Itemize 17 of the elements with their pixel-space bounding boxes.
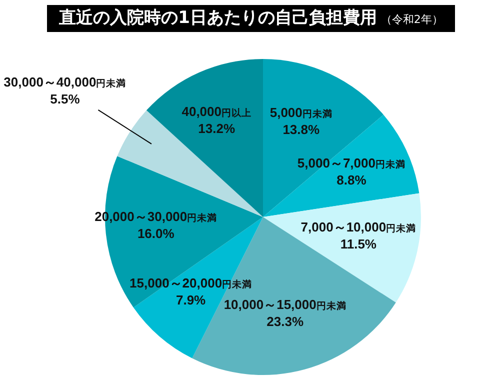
data-label: 13.8% [282,122,320,137]
chart-subtitle: （令和2年） [380,13,443,26]
slice-label: 40,000円以上 [182,104,252,120]
data-label: 5.5% [50,92,80,107]
slice-label: 5,000円未満 [270,104,332,120]
slice-label: 15,000～20,000円未満 [130,276,252,291]
data-label: 7.9% [176,292,206,308]
slice-label: 10,000～15,000円未満 [224,297,346,312]
data-label: 13.2% [198,121,236,136]
data-label: 11.5% [340,236,377,252]
slice-label: 30,000～40,000円未満 [4,74,126,90]
data-label: 23.3% [266,314,304,330]
data-label: 8.8% [336,172,367,188]
data-label: 16.0% [137,226,175,241]
slice-label: 5,000～7,000円未満 [297,155,406,170]
slice-label: 7,000～10,000円未満 [300,219,416,234]
chart-title: 直近の入院時の1日あたりの自己負担費用 [59,8,377,28]
